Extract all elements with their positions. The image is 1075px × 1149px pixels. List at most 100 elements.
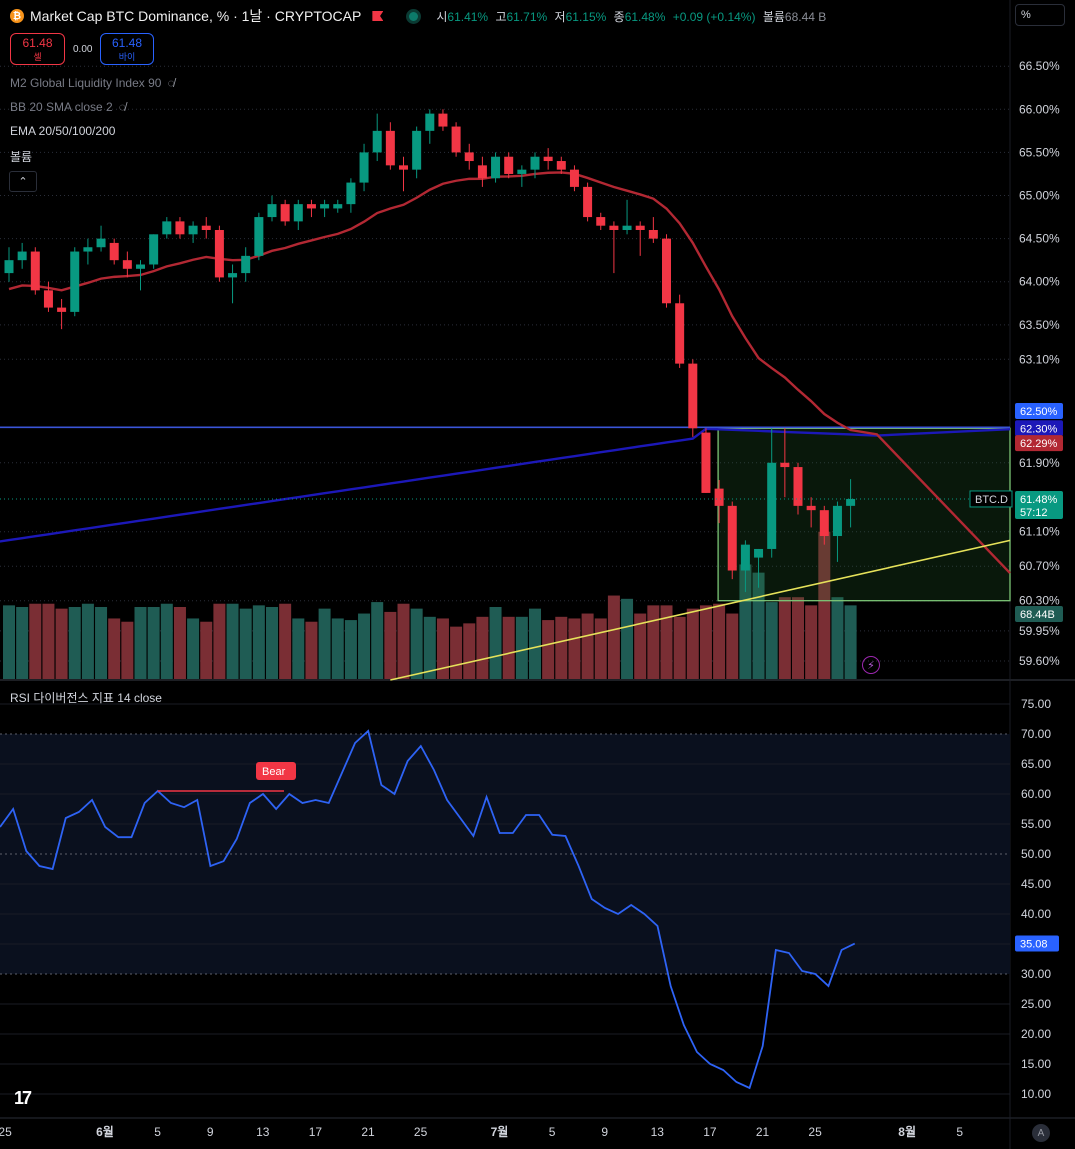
candle-body (767, 462, 777, 549)
time-tick-label: 25 (808, 1125, 822, 1139)
rsi-tick-label: 55.00 (1021, 817, 1051, 831)
volume-label: 볼륨 (762, 9, 785, 24)
time-tick-label: 9 (601, 1125, 608, 1139)
time-tick-label: 9 (207, 1125, 214, 1139)
indicator-bb[interactable]: BB 20 SMA close 2 ◌̸ (10, 100, 126, 114)
flag-icon[interactable] (372, 11, 384, 21)
symbol-title[interactable]: Market Cap BTC Dominance, % · 1날 · CRYPT… (30, 8, 362, 24)
candle-body (609, 225, 619, 230)
spread-value: 0.00 (73, 44, 93, 55)
volume-bar (42, 603, 55, 679)
rsi-tick-label: 15.00 (1021, 1057, 1051, 1071)
rsi-tick-label: 20.00 (1021, 1027, 1051, 1041)
volume-bar (397, 603, 410, 679)
candle-body (109, 242, 119, 261)
time-tick-label: 13 (651, 1125, 665, 1139)
volume-bar (594, 618, 607, 679)
price-tick-label: 65.00% (1019, 189, 1060, 203)
volume-bar (371, 602, 384, 679)
candle-body (780, 462, 790, 468)
candle-body (675, 303, 685, 364)
unit-selector[interactable]: % (1015, 4, 1065, 26)
volume-bar (239, 608, 252, 679)
price-tick-label: 59.60% (1019, 654, 1060, 668)
candle-body (228, 273, 238, 278)
time-tick-label: 7월 (491, 1124, 509, 1139)
price-tick-label: 66.50% (1019, 59, 1060, 73)
candle-body (846, 498, 856, 506)
volume-bar (423, 616, 436, 679)
price-tick-label: 64.50% (1019, 232, 1060, 246)
sell-button[interactable]: 61.48 셀 (10, 33, 65, 65)
buy-button[interactable]: 61.48 바이 (100, 33, 154, 65)
symbol-header[interactable]: ₿ Market Cap BTC Dominance, % · 1날 · CRY… (10, 7, 826, 25)
indicator-m2[interactable]: M2 Global Liquidity Index 90 ◌̸ (10, 76, 175, 90)
volume-bar (699, 605, 712, 679)
volume-bar (95, 607, 108, 679)
volume-bar (555, 616, 568, 679)
price-tick-label: 60.30% (1019, 594, 1060, 608)
volume-value: 68.44 B (784, 9, 827, 24)
price-tick-label: 66.00% (1019, 102, 1060, 116)
volume-bar (489, 607, 502, 679)
volume-bar (686, 608, 699, 679)
candle-body (346, 182, 356, 205)
volume-bar (450, 626, 463, 679)
rsi-tick-label: 50.00 (1021, 847, 1051, 861)
candle-body (385, 130, 395, 166)
volume-bar (463, 623, 476, 679)
candle-body (714, 488, 724, 506)
volume-bar (515, 616, 528, 679)
time-tick-label: 5 (154, 1125, 161, 1139)
hline-tag-bg (1015, 403, 1063, 420)
volume-bar (134, 607, 147, 679)
candle-body (451, 126, 461, 153)
rsi-tick-label: 70.00 (1021, 727, 1051, 741)
candle-body (517, 169, 527, 174)
volume-bar (384, 611, 397, 679)
ema-tag: 62.29% (1020, 438, 1058, 450)
last-price-tag: 61.48% (1020, 494, 1058, 506)
market-status-icon (409, 11, 419, 21)
volume-bar (252, 605, 265, 679)
volume-bar (160, 603, 173, 679)
candle-body (819, 510, 829, 537)
volume-bar (68, 607, 81, 679)
volume-bar (542, 620, 555, 679)
volume-bar (3, 605, 15, 679)
volume-bar (831, 597, 844, 679)
volume-bar (792, 597, 804, 679)
price-tick-label: 61.90% (1019, 456, 1060, 470)
auto-scale-button[interactable]: A (1032, 1124, 1050, 1142)
candle-body (648, 230, 658, 239)
candle-body (727, 505, 737, 571)
tradingview-logo-icon[interactable]: 17 (14, 1088, 32, 1108)
volume-bar (805, 605, 818, 679)
indicator-ema[interactable]: EMA 20/50/100/200 (10, 124, 115, 138)
rsi-title[interactable]: RSI 다이버전스 지표 14 close (10, 691, 162, 705)
hline-tag: 62.50% (1020, 406, 1058, 418)
candle-body (280, 204, 290, 222)
bolt-icon[interactable]: ⚡ (862, 656, 880, 674)
volume-bar (305, 621, 318, 679)
trend-line (390, 539, 1011, 681)
sell-label: 셀 (33, 52, 42, 62)
candle-body (662, 238, 671, 304)
eye-hidden-icon[interactable]: ◌̸ (167, 76, 175, 90)
time-tick-label: 5 (549, 1125, 556, 1139)
volume-bar (844, 605, 857, 679)
volume-bar (200, 621, 213, 679)
indicator-volume[interactable]: 볼륨 (10, 148, 32, 165)
collapse-legend-button[interactable]: ⌃ (9, 171, 37, 192)
symbol-tag-bg (969, 490, 1013, 508)
volume-bar (621, 598, 634, 679)
volume-bar (292, 618, 305, 679)
eye-hidden-icon[interactable]: ◌̸ (118, 100, 126, 114)
candle-body (701, 432, 711, 493)
time-tick-label: 25 (414, 1125, 428, 1139)
rsi-tick-label: 10.00 (1021, 1087, 1051, 1101)
time-tick-label: 25 (0, 1125, 12, 1139)
volume-bar (16, 607, 29, 679)
rsi-tick-label: 60.00 (1021, 787, 1051, 801)
